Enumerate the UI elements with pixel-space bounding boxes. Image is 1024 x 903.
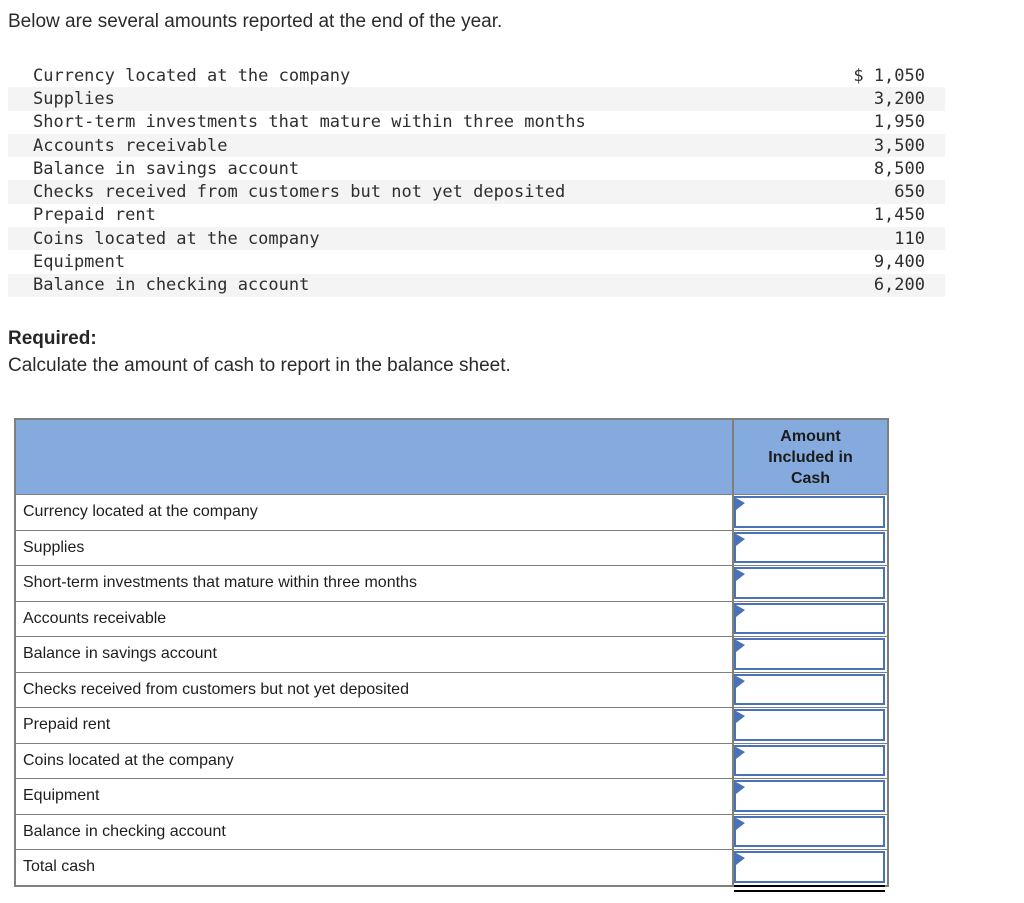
amounts-row-label: Checks received from customers but not y… — [33, 182, 566, 203]
intro-text: Below are several amounts reported at th… — [8, 11, 503, 32]
amounts-row: Short-term investments that mature withi… — [8, 111, 945, 134]
amounts-row-amount: 6,200 — [873, 275, 925, 296]
amounts-row-amount: 3,500 — [873, 135, 925, 156]
table-row: Short-term investments that mature withi… — [16, 565, 887, 601]
answer-cell — [732, 779, 887, 814]
answer-table-header: Amount Included in Cash — [16, 420, 887, 494]
table-row: Balance in savings account — [16, 636, 887, 672]
answer-cell — [732, 530, 887, 565]
amounts-row: Coins located at the company 110 — [8, 227, 945, 251]
answer-cell — [732, 850, 887, 892]
amounts-list: Currency located at the company $ 1,050 … — [8, 64, 945, 297]
amount-input[interactable] — [734, 780, 885, 812]
row-label: Balance in savings account — [23, 645, 217, 663]
required-instruction: Calculate the amount of cash to report i… — [8, 355, 511, 376]
amounts-row: Balance in savings account 8,500 — [8, 157, 945, 180]
table-row: Checks received from customers but not y… — [16, 671, 887, 707]
row-label: Total cash — [23, 858, 96, 876]
amounts-row-label: Coins located at the company — [33, 228, 320, 249]
answer-cell — [732, 637, 887, 672]
total-double-rule — [734, 884, 885, 892]
answer-cell — [732, 672, 887, 707]
amounts-row-label: Balance in savings account — [33, 158, 300, 179]
required-heading: Required: — [8, 328, 97, 349]
amounts-row-label: Equipment — [33, 252, 126, 273]
amounts-row: Checks received from customers but not y… — [8, 180, 945, 204]
answer-cell — [732, 566, 887, 601]
table-row: Prepaid rent — [16, 707, 887, 743]
amount-input[interactable] — [734, 567, 885, 599]
amount-input[interactable] — [734, 815, 885, 847]
amount-input[interactable] — [734, 531, 885, 563]
row-label: Checks received from customers but not y… — [23, 680, 409, 698]
row-label: Balance in checking account — [23, 822, 226, 840]
row-label: Prepaid rent — [23, 716, 111, 734]
answer-table: Amount Included in Cash Currency located… — [14, 418, 889, 892]
table-row: Balance in checking account — [16, 813, 887, 849]
header-line: Amount — [780, 427, 841, 445]
amounts-row: Prepaid rent 1,450 — [8, 204, 945, 227]
table-row: Supplies — [16, 529, 887, 565]
amounts-row-amount: 3,200 — [873, 88, 925, 109]
amount-input[interactable] — [734, 709, 885, 741]
amounts-row: Currency located at the company $ 1,050 — [8, 64, 945, 87]
row-label: Short-term investments that mature withi… — [23, 574, 417, 592]
amounts-row-amount: 650 — [894, 182, 925, 203]
amounts-row-amount: 1,450 — [873, 205, 925, 226]
row-label: Equipment — [23, 787, 100, 805]
amounts-row-label: Supplies — [33, 88, 115, 109]
amounts-row-amount: 8,500 — [873, 158, 925, 179]
header-cell-blank — [16, 420, 732, 494]
amount-input[interactable] — [734, 638, 885, 670]
amounts-row-label: Prepaid rent — [33, 205, 156, 226]
header-cell-amount-included-in-cash: Amount Included in Cash — [732, 420, 887, 494]
header-line: Included in — [768, 448, 853, 466]
table-row: Equipment — [16, 778, 887, 814]
amounts-row-amount: 9,400 — [873, 252, 925, 273]
amounts-row-amount: $ 1,050 — [853, 65, 925, 86]
amounts-row-label: Balance in checking account — [33, 275, 310, 296]
row-label: Supplies — [23, 538, 85, 556]
amounts-row-label: Short-term investments that mature withi… — [33, 112, 586, 133]
header-line: Cash — [790, 469, 831, 487]
amount-input[interactable] — [734, 673, 885, 705]
row-label: Currency located at the company — [23, 503, 258, 521]
amount-input[interactable] — [734, 496, 885, 528]
table-row: Currency located at the company — [16, 494, 887, 530]
amounts-row: Balance in checking account 6,200 — [8, 273, 945, 297]
row-label: Coins located at the company — [23, 751, 234, 769]
amounts-row: Equipment 9,400 — [8, 250, 945, 273]
answer-cell — [732, 601, 887, 636]
amount-input[interactable] — [734, 744, 885, 776]
amounts-row-label: Accounts receivable — [33, 135, 228, 156]
amounts-row-amount: 110 — [894, 228, 925, 249]
amounts-row-label: Currency located at the company — [33, 65, 351, 86]
table-row: Accounts receivable — [16, 600, 887, 636]
answer-cell — [732, 814, 887, 849]
table-row: Coins located at the company — [16, 742, 887, 778]
amounts-row-amount: 1,950 — [873, 112, 925, 133]
answer-cell — [732, 495, 887, 530]
amounts-row: Supplies 3,200 — [8, 87, 945, 111]
answer-cell — [732, 743, 887, 778]
total-cash-input[interactable] — [734, 851, 885, 883]
row-label: Accounts receivable — [23, 609, 167, 627]
answer-cell — [732, 708, 887, 743]
amount-input[interactable] — [734, 602, 885, 634]
amounts-row: Accounts receivable 3,500 — [8, 133, 945, 158]
table-row-total: Total cash — [16, 849, 887, 892]
